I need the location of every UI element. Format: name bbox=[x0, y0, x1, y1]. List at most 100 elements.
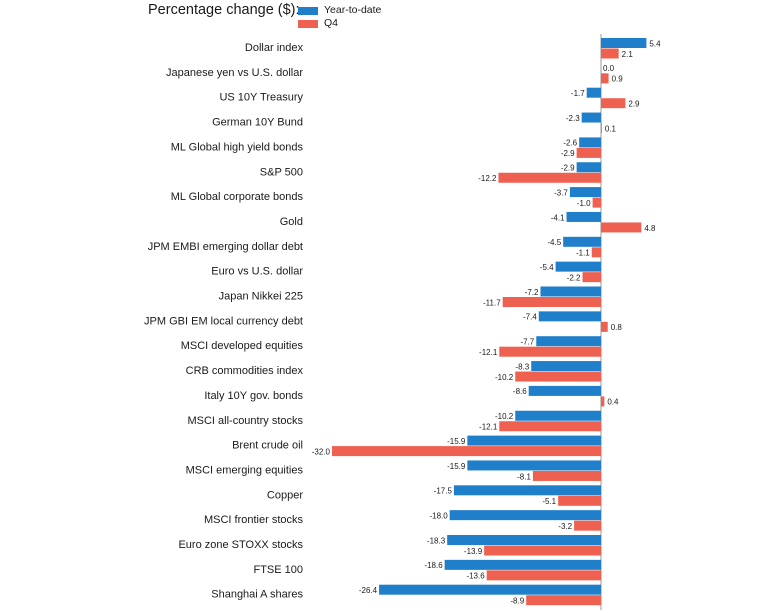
bar-year-to-date bbox=[586, 87, 601, 98]
value-label-q4: -5.1 bbox=[542, 497, 556, 506]
bar-year-to-date bbox=[540, 286, 601, 297]
value-label-year-to-date: -8.3 bbox=[515, 362, 529, 371]
category-label: FTSE 100 bbox=[253, 564, 303, 576]
value-label-q4: -2.9 bbox=[561, 149, 575, 158]
value-label-q4: 2.1 bbox=[622, 50, 634, 59]
value-label-year-to-date: -17.5 bbox=[434, 487, 453, 496]
bar-year-to-date bbox=[531, 361, 601, 372]
bar-q4 bbox=[558, 495, 601, 506]
value-label-year-to-date: -2.3 bbox=[566, 114, 580, 123]
legend-swatch-year-to-date bbox=[298, 6, 318, 15]
bar-year-to-date bbox=[379, 584, 601, 595]
bar-q4 bbox=[484, 545, 601, 556]
value-label-q4: -12.1 bbox=[479, 423, 498, 432]
value-label-q4: 0.9 bbox=[612, 75, 624, 84]
bar-q4 bbox=[576, 147, 601, 158]
value-label-year-to-date: -18.0 bbox=[429, 511, 448, 520]
category-label: US 10Y Treasury bbox=[219, 92, 303, 104]
bar-year-to-date bbox=[601, 38, 647, 48]
bar-q4 bbox=[498, 172, 601, 183]
bar-year-to-date bbox=[555, 261, 601, 272]
bar-year-to-date bbox=[581, 112, 601, 123]
bar-q4 bbox=[574, 520, 601, 531]
value-label-year-to-date: -8.6 bbox=[513, 387, 527, 396]
category-label: Dollar index bbox=[245, 42, 304, 54]
bar-q4 bbox=[601, 123, 602, 134]
category-label: ML Global high yield bonds bbox=[171, 141, 304, 153]
value-label-q4: -11.7 bbox=[483, 298, 501, 307]
value-label-year-to-date: -4.1 bbox=[551, 213, 565, 222]
value-label-year-to-date: -7.7 bbox=[520, 338, 534, 347]
value-label-q4: -1.1 bbox=[576, 249, 590, 258]
value-label-year-to-date: -2.9 bbox=[561, 164, 575, 173]
value-label-year-to-date: -7.2 bbox=[525, 288, 539, 297]
value-label-q4: -12.2 bbox=[478, 174, 497, 183]
legend-label-q4: Q4 bbox=[324, 17, 339, 29]
value-label-q4: -3.2 bbox=[558, 522, 572, 531]
bar-q4 bbox=[532, 470, 601, 481]
bar-year-to-date bbox=[579, 137, 601, 148]
value-label-q4: 4.8 bbox=[644, 224, 656, 233]
category-label: Euro vs U.S. dollar bbox=[211, 266, 303, 278]
value-label-q4: -8.1 bbox=[517, 472, 531, 481]
bar-q4 bbox=[591, 247, 601, 258]
category-label: ML Global corporate bonds bbox=[171, 191, 304, 203]
category-label: Euro zone STOXX stocks bbox=[178, 539, 303, 551]
value-label-q4: -10.2 bbox=[495, 373, 514, 382]
value-label-year-to-date: 5.4 bbox=[649, 39, 661, 48]
legend: Year-to-date Q4 bbox=[298, 4, 381, 30]
value-label-q4: -12.1 bbox=[479, 348, 498, 357]
bar-year-to-date bbox=[449, 510, 601, 521]
category-label: Gold bbox=[280, 216, 303, 228]
value-label-q4: -13.6 bbox=[466, 572, 485, 581]
bar-year-to-date bbox=[536, 336, 601, 347]
legend-label-year-to-date: Year-to-date bbox=[324, 4, 382, 16]
value-label-q4: -8.9 bbox=[510, 597, 524, 606]
category-label: Brent crude oil bbox=[232, 440, 303, 452]
bar-q4 bbox=[526, 595, 601, 606]
category-label: JPM GBI EM local currency debt bbox=[144, 315, 303, 327]
category-label: Japan Nikkei 225 bbox=[219, 291, 303, 303]
bar-year-to-date bbox=[444, 559, 601, 570]
value-label-q4: 0.1 bbox=[605, 124, 617, 133]
value-label-year-to-date: -15.9 bbox=[447, 462, 466, 471]
value-label-year-to-date: -18.3 bbox=[427, 536, 446, 545]
value-label-year-to-date: -26.4 bbox=[359, 586, 378, 595]
value-label-year-to-date: -15.9 bbox=[447, 437, 466, 446]
category-label: JPM EMBI emerging dollar debt bbox=[148, 241, 303, 253]
bar-year-to-date bbox=[467, 460, 601, 471]
value-label-year-to-date: -1.7 bbox=[571, 89, 585, 98]
value-label-year-to-date: -2.6 bbox=[563, 139, 577, 148]
category-label: MSCI all-country stocks bbox=[187, 415, 303, 427]
bar-q4 bbox=[499, 346, 601, 357]
bar-year-to-date bbox=[528, 385, 601, 396]
category-label: Shanghai A shares bbox=[211, 589, 303, 601]
value-label-q4: 2.9 bbox=[628, 100, 640, 109]
category-label: CRB commodities index bbox=[186, 365, 304, 377]
value-label-q4: -2.2 bbox=[567, 273, 581, 282]
bar-q4 bbox=[601, 222, 642, 233]
category-label: S&P 500 bbox=[260, 166, 303, 178]
value-label-q4: -1.0 bbox=[577, 199, 591, 208]
bar-q4 bbox=[582, 272, 601, 283]
value-label-year-to-date: -5.4 bbox=[540, 263, 554, 272]
bar-year-to-date bbox=[569, 187, 601, 198]
category-label: Japanese yen vs U.S. dollar bbox=[166, 67, 303, 79]
category-label: MSCI developed equities bbox=[181, 340, 304, 352]
value-label-year-to-date: -10.2 bbox=[495, 412, 514, 421]
legend-swatch-q4 bbox=[298, 19, 318, 28]
bar-year-to-date bbox=[447, 535, 601, 545]
category-label: MSCI emerging equities bbox=[186, 464, 304, 476]
bar-q4 bbox=[601, 321, 608, 332]
chart-title: Percentage change ($): bbox=[148, 2, 300, 18]
value-label-q4: -32.0 bbox=[312, 447, 331, 456]
bar-q4 bbox=[601, 48, 619, 59]
value-label-year-to-date: -7.4 bbox=[523, 313, 537, 322]
category-label: MSCI frontier stocks bbox=[204, 514, 304, 526]
value-label-q4: 0.8 bbox=[611, 323, 623, 332]
bar-q4 bbox=[601, 396, 605, 407]
bar-year-to-date bbox=[563, 236, 601, 247]
bar-q4 bbox=[601, 73, 609, 84]
bar-year-to-date bbox=[467, 435, 601, 446]
bar-year-to-date bbox=[453, 485, 601, 496]
